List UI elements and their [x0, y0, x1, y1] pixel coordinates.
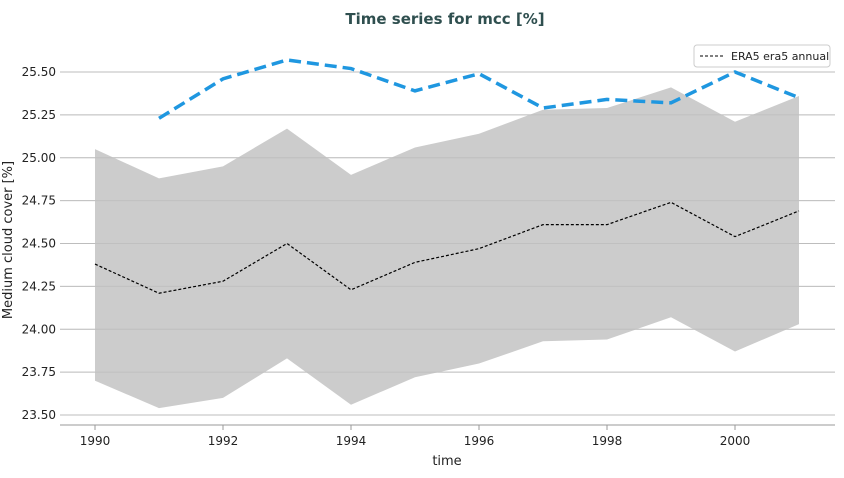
y-tick-label: 25.25 [22, 108, 56, 122]
chart-title: Time series for mcc [%] [345, 10, 544, 28]
y-tick-label: 24.50 [22, 237, 56, 251]
x-tick-label: 1994 [336, 434, 367, 448]
y-tick-label: 23.50 [22, 408, 56, 422]
legend: ERA5 era5 annual [693, 44, 831, 68]
y-tick-label: 24.25 [22, 279, 56, 293]
x-axis-label: time [432, 454, 461, 469]
y-tick-label: 25.50 [22, 65, 56, 79]
legend-label: ERA5 era5 annual [731, 50, 829, 63]
x-tick-label: 2000 [720, 434, 751, 448]
x-tick-label: 1998 [592, 434, 623, 448]
legend-box [693, 44, 831, 68]
x-tick-label: 1996 [464, 434, 495, 448]
y-tick-label: 25.00 [22, 151, 56, 165]
range-band [95, 87, 799, 409]
x-tick-label: 1992 [208, 434, 239, 448]
blue-dashed-line [158, 58, 800, 120]
y-axis-label: Medium cloud cover [%] [1, 161, 16, 319]
y-tick-label: 24.00 [22, 322, 56, 336]
x-tick-label: 1990 [80, 434, 111, 448]
y-tick-label: 23.75 [22, 365, 56, 379]
y-tick-label: 24.75 [22, 194, 56, 208]
era5-annual-line [94, 201, 800, 294]
